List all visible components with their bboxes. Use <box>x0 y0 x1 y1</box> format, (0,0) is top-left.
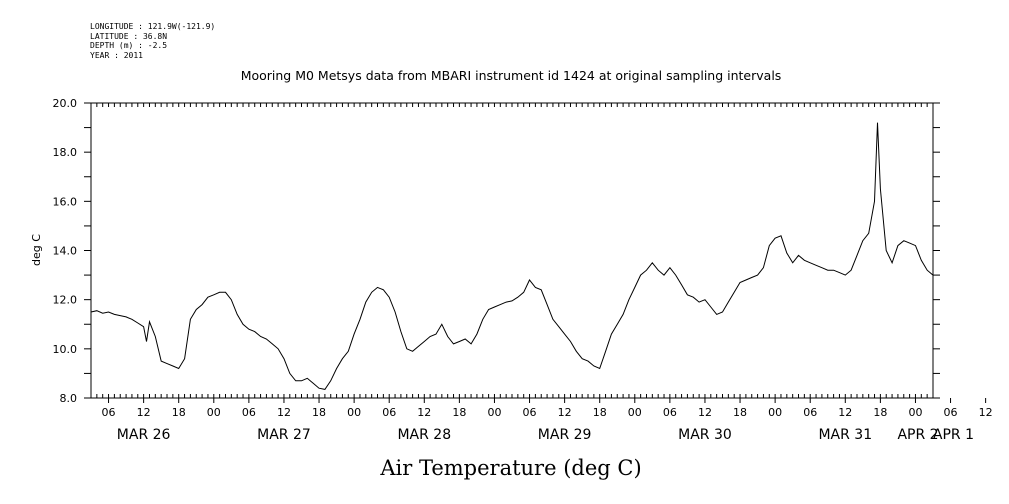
x-tick-label: 00 <box>908 406 922 419</box>
x-tick-label: 00 <box>768 406 782 419</box>
x-tick-label: 00 <box>628 406 642 419</box>
y-tick-label: 18.0 <box>53 146 78 159</box>
x-axis-title: Air Temperature (deg C) <box>379 456 641 480</box>
air-temperature-line <box>90 122 934 390</box>
x-tick-label: 12 <box>137 406 151 419</box>
x-tick-label: 06 <box>803 406 817 419</box>
metadata-block: LONGITUDE : 121.9W(-121.9) LATITUDE : 36… <box>90 22 215 60</box>
x-tick-label: 12 <box>277 406 291 419</box>
chart-title: Mooring M0 Metsys data from MBARI instru… <box>241 68 782 83</box>
x-tick-labels: 06 12 18 00 06 12 18 00 06 12 18 00 06 12 18 00 06 12 18 00… <box>102 406 993 419</box>
longitude-text: LONGITUDE : 121.9W(-121.9) <box>90 22 216 31</box>
x-tick-label: 18 <box>452 406 466 419</box>
x-tick-label: 12 <box>838 406 852 419</box>
day-label: MAR 29 <box>538 427 592 443</box>
x-tick-label: 06 <box>663 406 677 419</box>
plot-frame <box>90 102 934 399</box>
day-labels: MAR 26 MAR 27 MAR 28 MAR 29 MAR 30 MAR 31 APR … <box>117 427 974 443</box>
x-tick-label: 12 <box>417 406 431 419</box>
x-tick-label: 06 <box>102 406 116 419</box>
y-tick-label: 12.0 <box>53 294 78 307</box>
x-tick-label: 18 <box>873 406 887 419</box>
x-tick-label: 06 <box>523 406 537 419</box>
day-label: MAR 27 <box>257 427 311 443</box>
day-label: MAR 30 <box>678 427 732 443</box>
x-tick-label: 12 <box>558 406 572 419</box>
y-axis-label: deg C <box>30 234 43 266</box>
x-tick-label: 06 <box>944 406 958 419</box>
y-tick-label: 10.0 <box>53 343 78 356</box>
y-tick-labels: 8.0 10.0 12.0 14.0 16.0 18.0 20.0 <box>53 97 78 405</box>
x-tick-label: 18 <box>733 406 747 419</box>
x-tick-label: 00 <box>347 406 361 419</box>
x-tick-label: 18 <box>312 406 326 419</box>
depth-text: DEPTH (m) : -2.5 <box>90 41 168 50</box>
y-tick-label: 14.0 <box>53 245 78 258</box>
y-tick-label: 8.0 <box>60 392 78 405</box>
day-label: MAR 28 <box>397 427 451 443</box>
day-label: MAR 26 <box>117 427 171 443</box>
year-text: YEAR : 2011 <box>90 50 143 60</box>
x-tick-label: 12 <box>979 406 993 419</box>
x-tick-label: 18 <box>593 406 607 419</box>
x-tick-label: 06 <box>382 406 396 419</box>
y-tick-label: 16.0 <box>53 195 78 208</box>
latitude-text: LATITUDE : 36.8N <box>90 31 168 41</box>
day-label: APR 2 <box>897 427 938 443</box>
x-tick-label: 18 <box>172 406 186 419</box>
day-label: APR 1 <box>933 427 974 443</box>
x-tick-label: 12 <box>698 406 712 419</box>
x-tick-label: 00 <box>207 406 221 419</box>
axis-ticks <box>84 102 987 403</box>
x-tick-label: 06 <box>242 406 256 419</box>
day-label: MAR 31 <box>818 427 872 443</box>
y-tick-label: 20.0 <box>53 97 78 110</box>
x-tick-label: 00 <box>487 406 501 419</box>
